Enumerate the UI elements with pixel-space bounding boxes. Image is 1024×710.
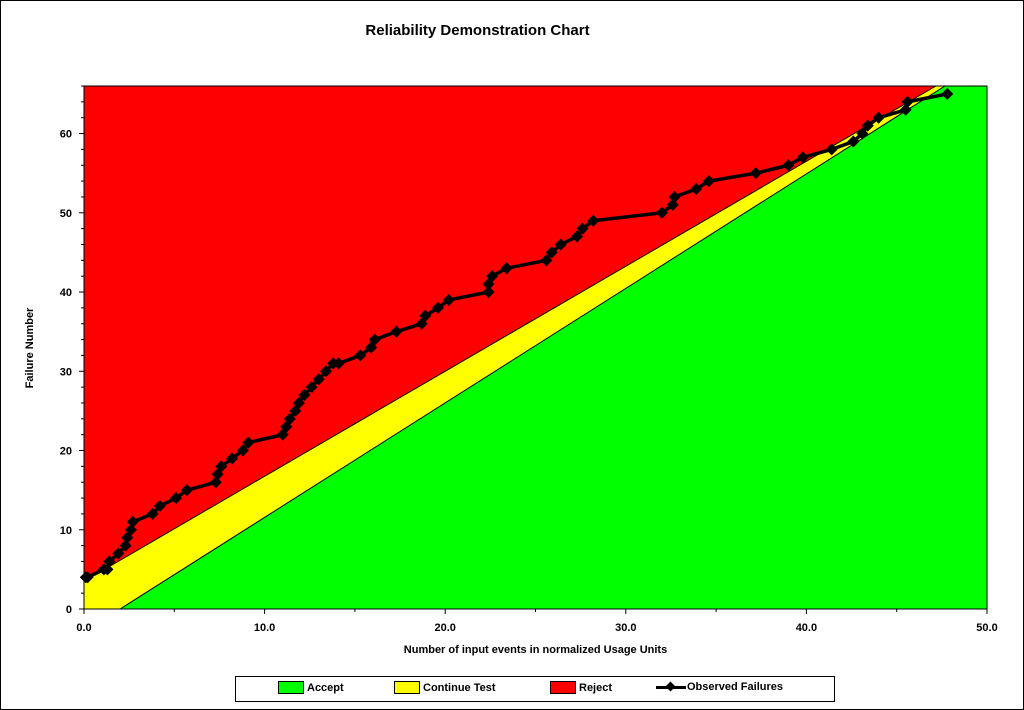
legend-item-reject: Reject [550, 681, 612, 694]
observed-failure-point [554, 238, 567, 251]
legend-label-observed: Observed Failures [687, 681, 783, 693]
observed-failure-point [545, 246, 558, 259]
legend-item-continue: Continue Test [394, 681, 496, 694]
observed-failure-point [690, 183, 703, 196]
y-tick-label: 50 [60, 208, 72, 220]
observed-failure-point [332, 357, 345, 370]
observed-failure-point [320, 365, 333, 378]
observed-failure-point [312, 373, 325, 386]
observed-failure-point [119, 539, 132, 552]
observed-failure-point [442, 293, 455, 306]
legend-label-reject: Reject [579, 681, 613, 694]
observed-failure-point [209, 476, 222, 489]
observed-failure-point [354, 349, 367, 362]
y-tick-label: 0 [66, 604, 72, 616]
observed-failure-point [941, 87, 954, 100]
observed-failure-point [847, 135, 860, 148]
observed-failure-point [419, 309, 432, 322]
observed-failure-point [305, 381, 318, 394]
observed-failure-point [236, 444, 249, 457]
observed-failure-point [180, 484, 193, 497]
observed-failure-point [431, 301, 444, 314]
y-tick-label: 30 [60, 366, 72, 378]
observed-failure-point [901, 95, 914, 108]
observed-failure-point [482, 286, 495, 299]
x-tick-label: 0.0 [76, 622, 91, 634]
observed-failure-point [112, 547, 125, 560]
observed-failure-point [899, 103, 912, 116]
observed-failure-point [226, 452, 239, 465]
observed-failure-point [124, 523, 137, 536]
x-tick-label: 50.0 [976, 622, 997, 634]
observed-failure-point [390, 325, 403, 338]
legend-label-continue: Continue Test [423, 681, 496, 694]
observed-failure-point [861, 119, 874, 132]
observed-failure-point [587, 214, 600, 227]
observed-failure-point [702, 175, 715, 188]
observed-failure-point [782, 159, 795, 172]
observed-failure-point [825, 143, 838, 156]
observed-failure-point [126, 515, 139, 528]
observed-failure-point [668, 190, 681, 203]
observed-failure-point [368, 333, 381, 346]
observed-failure-point [283, 412, 296, 425]
legend: Accept Continue Test Reject Observed Fai… [235, 676, 835, 702]
observed-failure-point [81, 571, 94, 584]
observed-failure-point [749, 167, 762, 180]
observed-failure-point [796, 151, 809, 164]
observed-failure-point [298, 389, 311, 402]
legend-label-accept: Accept [307, 681, 344, 694]
observed-failure-point [486, 270, 499, 283]
x-axis-label: Number of input events in normalized Usa… [403, 644, 668, 656]
observed-failure-point [655, 206, 668, 219]
x-tick-label: 40.0 [796, 622, 817, 634]
y-tick-label: 20 [60, 446, 72, 458]
observed-failure-point [856, 127, 869, 140]
observed-failure-point [101, 563, 114, 576]
observed-failure-point [103, 555, 116, 568]
observed-failure-point [170, 492, 183, 505]
observed-failure-point [666, 198, 679, 211]
legend-swatch-reject [550, 681, 576, 694]
legend-swatch-continue [394, 681, 420, 694]
observed-failure-point [571, 230, 584, 243]
x-tick-label: 20.0 [434, 622, 455, 634]
observed-failure-point [292, 396, 305, 409]
x-tick-label: 30.0 [615, 622, 636, 634]
observed-failure-point [242, 436, 255, 449]
legend-item-accept: Accept [278, 681, 344, 694]
y-tick-label: 60 [60, 129, 72, 141]
x-tick-label: 10.0 [254, 622, 275, 634]
observed-failure-point [153, 499, 166, 512]
observed-failure-point [146, 507, 159, 520]
y-tick-label: 10 [60, 525, 72, 537]
observed-failure-point [215, 460, 228, 473]
chart-title: Reliability Demonstration Chart [365, 22, 590, 39]
legend-swatch-accept [278, 681, 304, 694]
observed-failure-point [872, 111, 885, 124]
observed-failure-point [500, 262, 513, 275]
y-tick-label: 40 [60, 287, 72, 299]
observed-failure-point [576, 222, 589, 235]
legend-line-diamond-icon [656, 681, 686, 693]
observed-failure-point [540, 254, 553, 267]
legend-item-observed: Observed Failures [656, 681, 783, 693]
